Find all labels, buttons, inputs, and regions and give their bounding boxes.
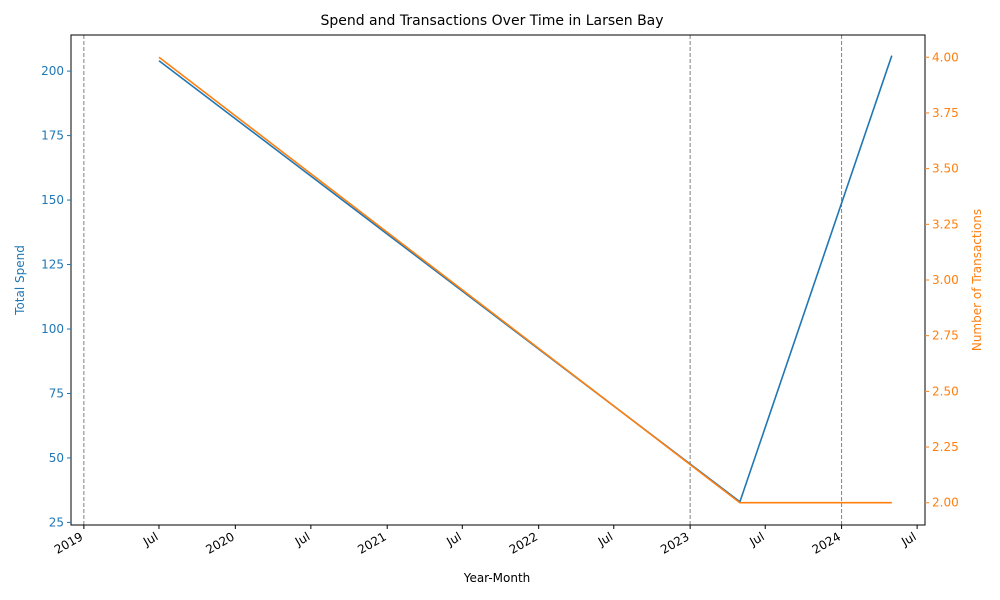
right-y-tick-label: 4.00 xyxy=(932,50,959,64)
right-y-tick-label: 2.25 xyxy=(932,440,959,454)
reference-lines xyxy=(83,35,843,525)
left-y-tick-label: 100 xyxy=(41,322,64,336)
x-tick-label: 2021 xyxy=(355,529,388,556)
plot-frame xyxy=(70,34,926,526)
x-axis-title: Year-Month xyxy=(463,571,531,585)
left-y-tick-label: 125 xyxy=(41,258,64,272)
x-tick-label: Jul xyxy=(746,529,766,549)
right-axis-title: Number of Transactions xyxy=(970,209,984,351)
right-y-tick-label: 3.00 xyxy=(932,273,959,287)
x-tick-label: 2024 xyxy=(810,529,843,556)
right-y-tick-label: 3.25 xyxy=(932,217,959,231)
x-tick-label: Jul xyxy=(898,529,918,549)
x-tick-label: Jul xyxy=(443,529,463,549)
axes: 25 50 75 100 125 150 175 200 2.00 2.25 2.50 2.75 3.0… xyxy=(41,34,959,557)
left-axis-title: Total Spend xyxy=(13,245,27,316)
x-tick-label: 2019 xyxy=(52,529,85,556)
chart-title: Spend and Transactions Over Time in Lars… xyxy=(320,13,663,29)
right-y-tick-label: 2.00 xyxy=(932,496,959,510)
x-tick-label: Jul xyxy=(595,529,615,549)
x-tick-label: Jul xyxy=(140,529,160,549)
left-y-tick-label: 25 xyxy=(49,515,64,529)
right-y-tick-label: 3.50 xyxy=(932,162,959,176)
x-tick-label: Jul xyxy=(292,529,312,549)
right-y-tick-label: 2.50 xyxy=(932,384,959,398)
series-lines xyxy=(158,55,893,504)
right-y-tick-label: 3.75 xyxy=(932,106,959,120)
right-y-tick-label: 2.75 xyxy=(932,329,959,343)
left-y-tick-label: 75 xyxy=(49,386,64,400)
left-y-tick-label: 200 xyxy=(41,64,64,78)
x-tick-label: 2022 xyxy=(507,529,540,556)
x-tick-label: 2020 xyxy=(203,529,236,556)
left-y-tick-label: 175 xyxy=(41,129,64,143)
left-y-tick-label: 150 xyxy=(41,193,64,207)
x-tick-label: 2023 xyxy=(658,529,691,556)
left-y-tick-label: 50 xyxy=(49,451,64,465)
series-line-left xyxy=(158,55,893,503)
series-line-right xyxy=(158,56,892,504)
